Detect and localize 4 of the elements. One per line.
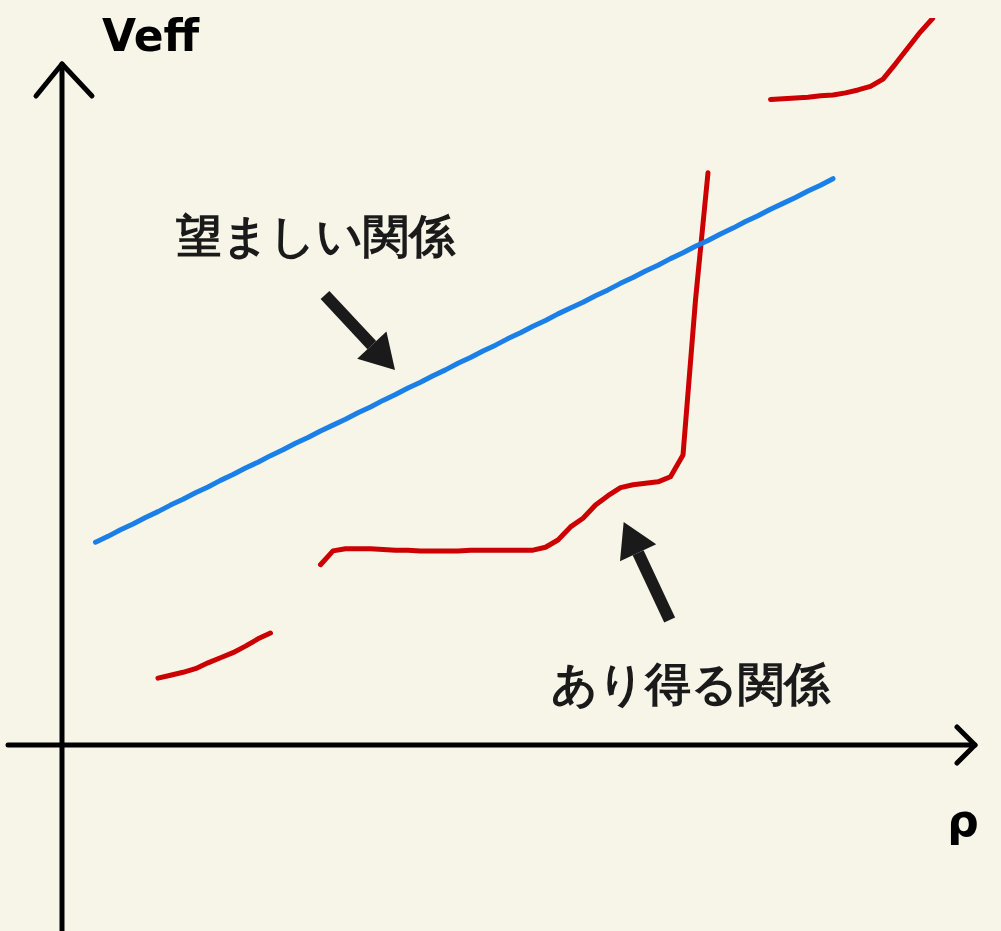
y-axis-title: Veff [102, 10, 201, 62]
annotation: 望ましい関係 [175, 208, 456, 263]
annotation: あり得る関係 [550, 656, 831, 711]
x-axis-title: ρ [947, 795, 979, 847]
